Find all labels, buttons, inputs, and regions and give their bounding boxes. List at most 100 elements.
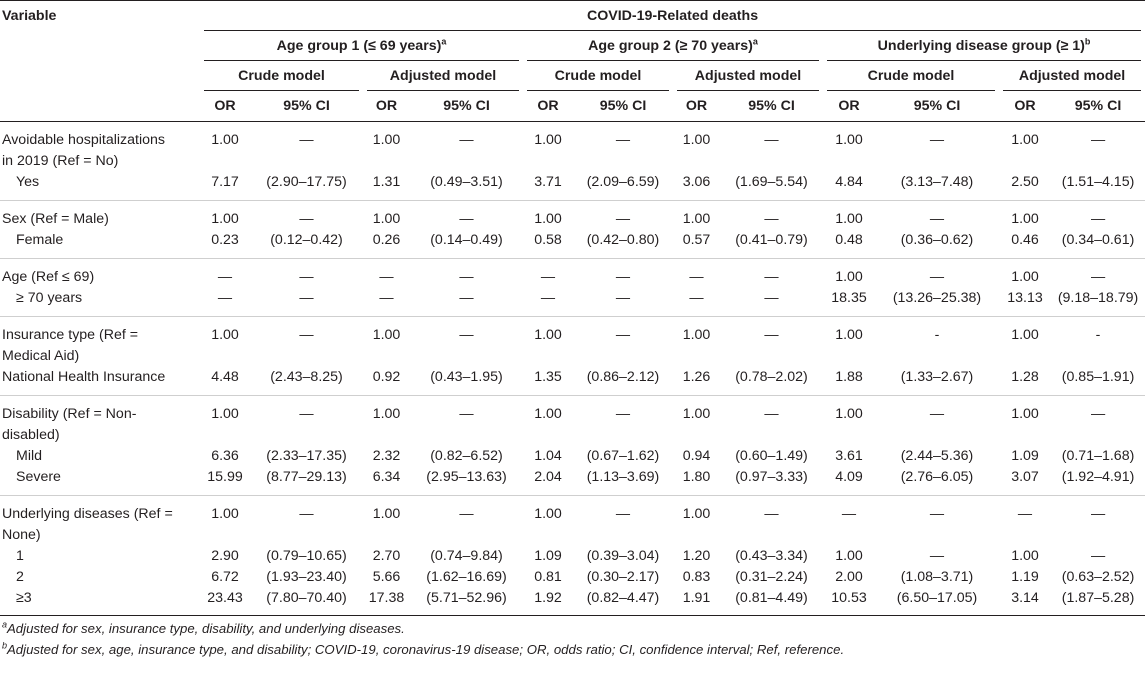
or-cell xyxy=(523,151,573,172)
ci-cell xyxy=(1051,151,1145,172)
or-cell: — xyxy=(1017,506,1033,522)
or-cell: 1.00 xyxy=(534,327,562,343)
ci-cell: (0.74–9.84) xyxy=(430,548,503,564)
ci-cell: (7.80–70.40) xyxy=(250,588,363,616)
ci-cell: — xyxy=(299,211,314,227)
table-row: disabled) xyxy=(0,425,1145,446)
or-cell: 1.00 xyxy=(835,548,863,564)
ci-cell xyxy=(1051,425,1145,446)
or-cell xyxy=(200,151,250,172)
ci-cell: (0.36–0.62) xyxy=(875,230,999,259)
row-label: disabled) xyxy=(2,427,60,443)
ci-cell: — xyxy=(573,288,673,317)
or-cell: 0.81 xyxy=(534,569,562,585)
ci-cell: — xyxy=(299,132,314,148)
model-header: Crude model xyxy=(200,61,363,91)
or-cell: 1.00 xyxy=(1011,548,1039,564)
row-label: Age (Ref ≤ 69) xyxy=(2,269,95,285)
ci-cell: — xyxy=(615,269,631,285)
ci-cell: — xyxy=(615,327,631,343)
ci-cell: (0.31–2.24) xyxy=(735,569,808,585)
or-cell: 1.00 xyxy=(534,406,562,422)
or-cell xyxy=(999,151,1051,172)
or-cell xyxy=(823,151,875,172)
or-cell: — xyxy=(200,288,250,317)
or-cell: 1.00 xyxy=(1011,132,1039,148)
table-row: Female 0.23 (0.12–0.42) 0.26 (0.14–0.49) 0.58… xyxy=(0,230,1145,259)
ci-cell: — xyxy=(929,211,945,227)
or-cell xyxy=(200,346,250,367)
ci-header: 95% CI xyxy=(573,91,673,122)
model-header: Crude model xyxy=(523,61,673,91)
or-header: OR xyxy=(823,91,875,122)
or-cell: 0.46 xyxy=(999,230,1051,259)
or-cell xyxy=(999,525,1051,546)
ci-cell: (0.41–0.79) xyxy=(720,230,823,259)
or-cell: 1.04 xyxy=(534,448,562,464)
ci-cell xyxy=(573,346,673,367)
ci-cell: — xyxy=(459,269,474,285)
ci-cell: — xyxy=(410,288,523,317)
or-cell: 3.07 xyxy=(999,467,1051,496)
footnote-b: bAdjusted for sex, age, insurance type, … xyxy=(2,640,845,657)
or-cell: — xyxy=(841,506,857,522)
ci-cell: (0.97–3.33) xyxy=(720,467,823,496)
ci-cell: — xyxy=(764,269,779,285)
ci-cell xyxy=(573,425,673,446)
ci-cell: — xyxy=(615,211,631,227)
ci-cell: — xyxy=(1090,132,1106,148)
or-cell: 1.00 xyxy=(534,211,562,227)
or-cell xyxy=(363,425,410,446)
ci-cell xyxy=(250,346,363,367)
row-label: Underlying diseases (Ref = xyxy=(2,506,173,522)
ci-cell: — xyxy=(459,211,474,227)
ci-header: 95% CI xyxy=(1051,91,1145,122)
model-header: Adjusted model xyxy=(363,61,523,91)
ci-cell: (1.92–4.91) xyxy=(1051,467,1145,496)
or-cell: 1.00 xyxy=(835,132,863,148)
ci-cell: — xyxy=(615,132,631,148)
ci-cell: (1.93–23.40) xyxy=(266,569,347,585)
ci-cell xyxy=(410,346,523,367)
row-label: National Health Insurance xyxy=(0,367,200,396)
or-cell: 1.00 xyxy=(835,269,863,285)
or-cell: 6.34 xyxy=(363,467,410,496)
or-cell: — xyxy=(217,269,233,285)
or-cell: 1.00 xyxy=(372,132,401,148)
ci-cell: — xyxy=(459,406,474,422)
table-row: National Health Insurance 4.48 (2.43–8.25)… xyxy=(0,367,1145,396)
footnotes: aAdjusted for sex, insurance type, disab… xyxy=(0,618,1145,660)
ci-cell xyxy=(250,525,363,546)
or-cell: 1.00 xyxy=(682,406,711,422)
ci-cell: (1.62–16.69) xyxy=(426,569,507,585)
or-cell: 2.00 xyxy=(835,569,863,585)
or-cell: 1.00 xyxy=(211,327,239,343)
or-cell: — xyxy=(379,269,394,285)
ci-cell: (13.26–25.38) xyxy=(875,288,999,317)
table-body: Avoidable hospitalizations 1.00 — 1.00 — 1.00… xyxy=(0,122,1145,616)
or-cell: 4.48 xyxy=(200,367,250,396)
or-cell xyxy=(200,425,250,446)
ci-cell: — xyxy=(1090,548,1106,564)
ci-cell: (2.33–17.35) xyxy=(266,448,347,464)
ci-cell: — xyxy=(299,406,314,422)
or-cell: 3.61 xyxy=(835,448,863,464)
or-cell: — xyxy=(673,288,720,317)
ci-cell: — xyxy=(764,132,779,148)
row-label: Yes xyxy=(0,172,200,201)
or-cell: 1.00 xyxy=(372,211,401,227)
or-cell: — xyxy=(689,269,704,285)
table-row: ≥3 23.43 (7.80–70.40) 17.38 (5.71–52.96) 1.92… xyxy=(0,588,1145,616)
or-cell: 1.00 xyxy=(1011,211,1039,227)
ci-cell: (9.18–18.79) xyxy=(1051,288,1145,317)
or-cell: 2.32 xyxy=(372,448,401,464)
ci-cell: — xyxy=(929,406,945,422)
or-header: OR xyxy=(673,91,720,122)
ci-header: 95% CI xyxy=(410,91,523,122)
or-cell: 1.00 xyxy=(682,327,711,343)
ci-cell: — xyxy=(615,406,631,422)
or-cell xyxy=(363,346,410,367)
ci-cell: (1.69–5.54) xyxy=(720,172,823,201)
ci-cell: (0.12–0.42) xyxy=(250,230,363,259)
row-label: Severe xyxy=(0,467,200,496)
